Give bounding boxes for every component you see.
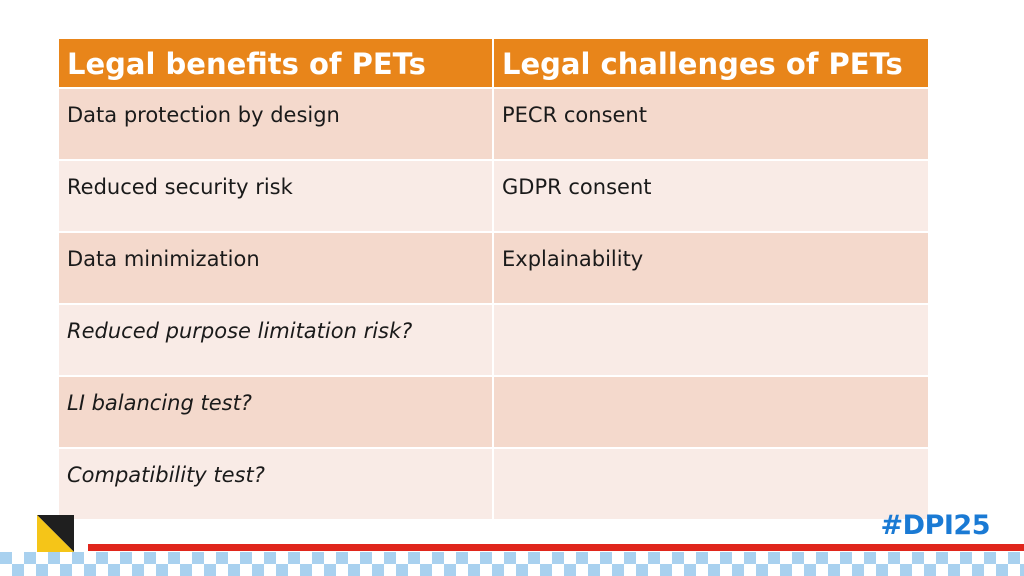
benefit-cell: Reduced purpose limitation risk? <box>57 303 494 377</box>
challenge-cell <box>492 303 930 377</box>
pets-table: Legal benefits of PETs Legal challenges … <box>57 37 930 521</box>
benefit-cell: Data protection by design <box>57 87 494 161</box>
table-row: Reduced purpose limitation risk? <box>57 303 930 377</box>
challenge-cell: PECR consent <box>492 87 930 161</box>
challenge-cell: Explainability <box>492 231 930 305</box>
table-row: LI balancing test? <box>57 375 930 449</box>
challenge-cell <box>492 447 930 521</box>
challenge-cell <box>492 375 930 449</box>
footer-dot-pattern-icon <box>0 552 1024 576</box>
footer-red-bar <box>88 544 1024 551</box>
event-hashtag: #DPI25 <box>880 510 991 541</box>
logo-square-icon <box>37 515 74 552</box>
challenge-cell: GDPR consent <box>492 159 930 233</box>
benefit-cell: Data minimization <box>57 231 494 305</box>
benefit-cell: Reduced security risk <box>57 159 494 233</box>
table-row: Data protection by design PECR consent <box>57 87 930 161</box>
table-row: Data minimization Explainability <box>57 231 930 305</box>
table-row: Reduced security risk GDPR consent <box>57 159 930 233</box>
table-row: Compatibility test? <box>57 447 930 521</box>
table-header-row: Legal benefits of PETs Legal challenges … <box>57 37 930 89</box>
benefit-cell: LI balancing test? <box>57 375 494 449</box>
header-legal-challenges: Legal challenges of PETs <box>492 37 930 89</box>
header-legal-benefits: Legal benefits of PETs <box>57 37 494 89</box>
benefit-cell: Compatibility test? <box>57 447 494 521</box>
